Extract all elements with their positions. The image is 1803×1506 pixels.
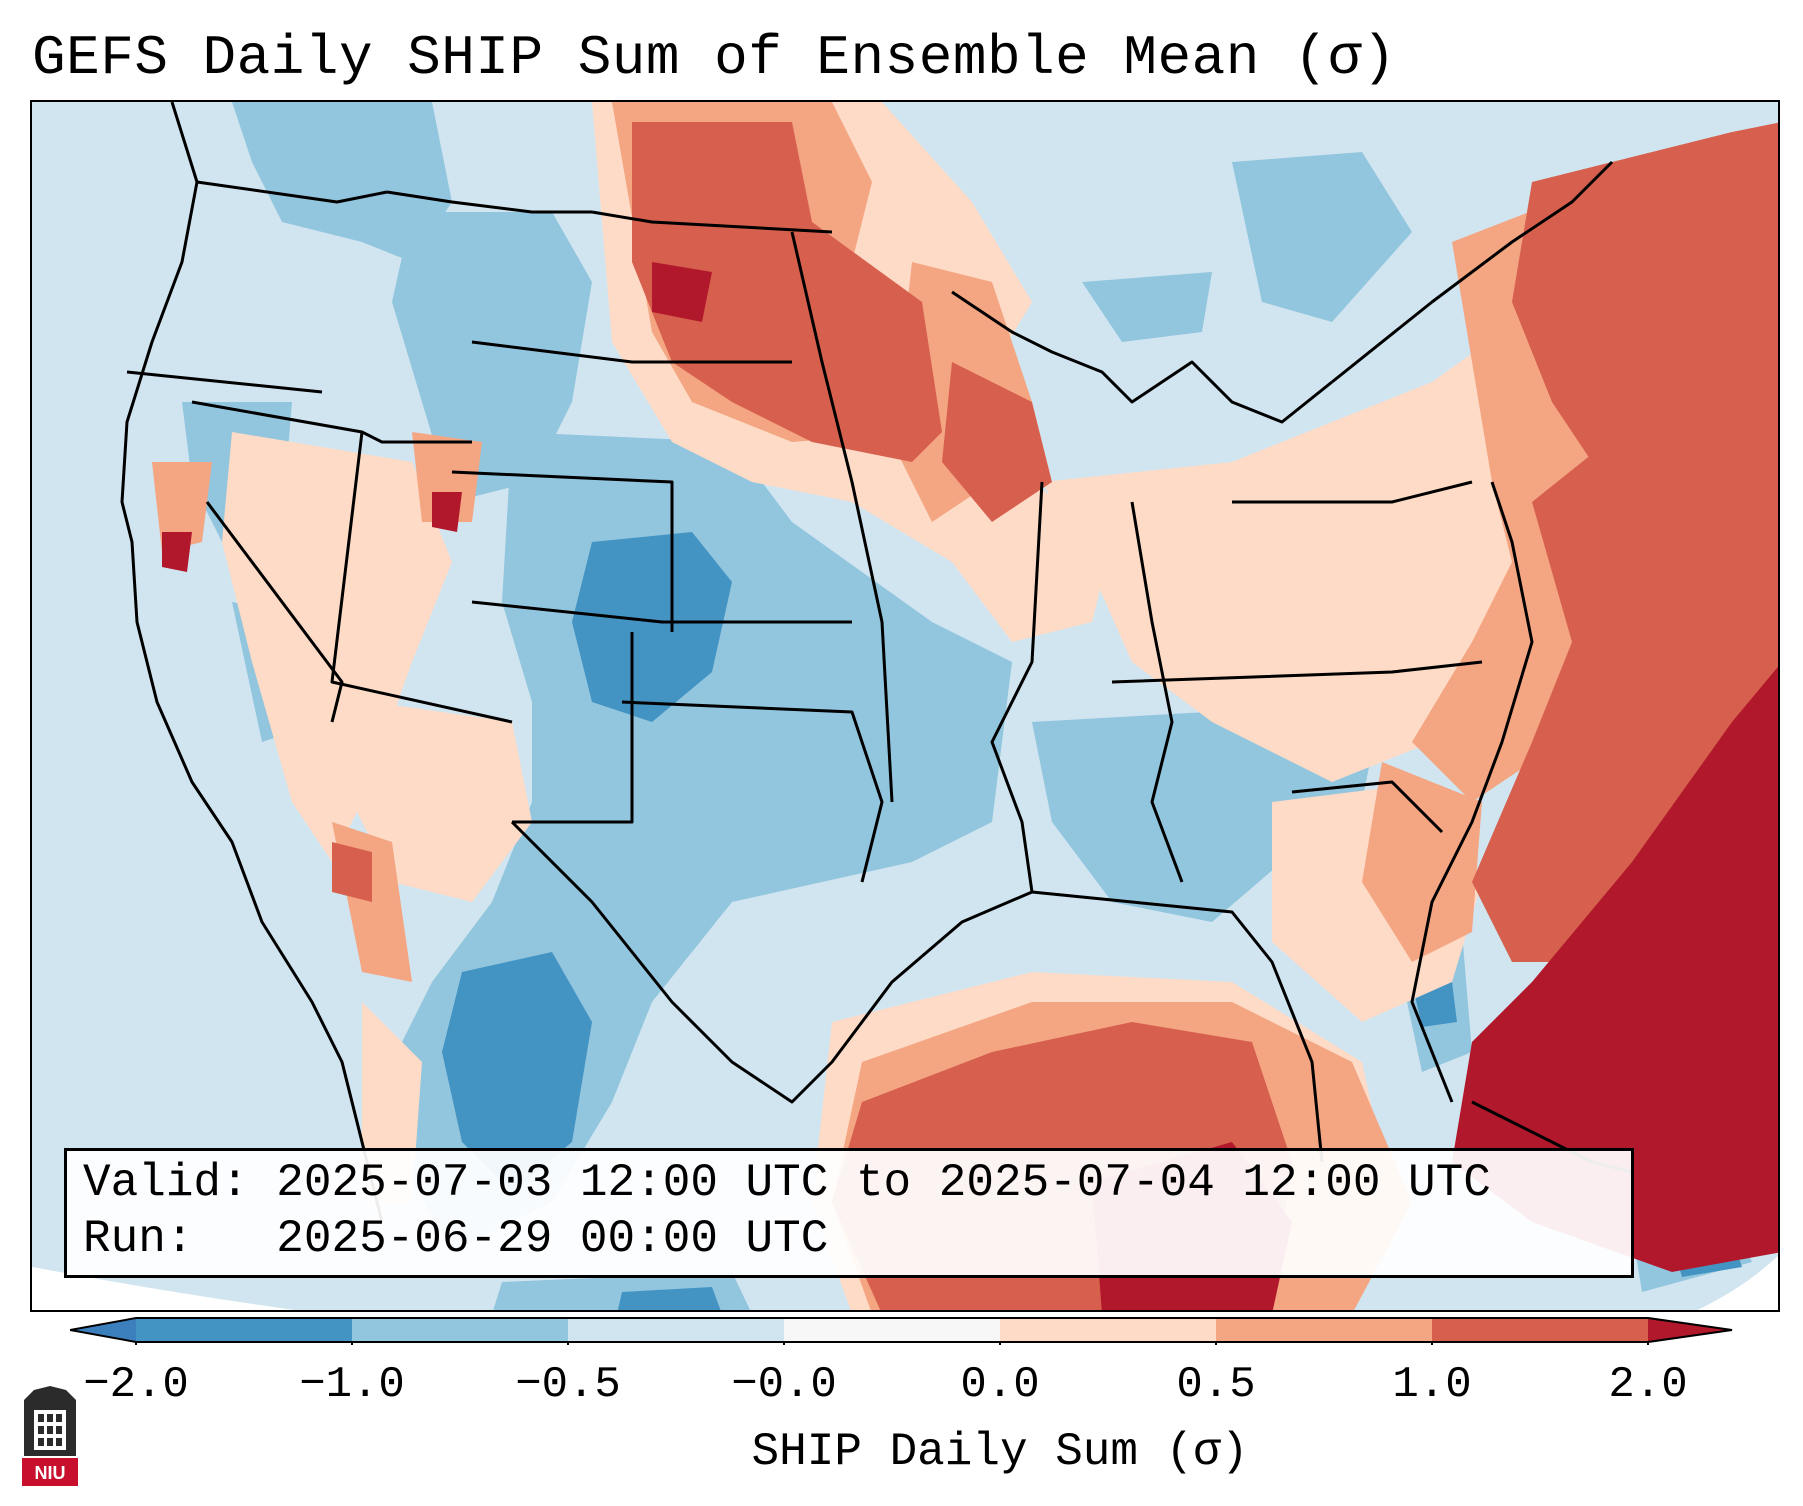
colorbar bbox=[69, 1315, 1735, 1351]
valid-run-info-box: Valid: 2025-07-03 12:00 UTC to 2025-07-0… bbox=[64, 1148, 1634, 1278]
colorbar-extend-low bbox=[70, 1318, 136, 1342]
colorbar-label: SHIP Daily Sum (σ) bbox=[751, 1426, 1249, 1478]
valid-line: Valid: 2025-07-03 12:00 UTC to 2025-07-0… bbox=[83, 1155, 1631, 1211]
mississippi-river bbox=[990, 481, 1044, 893]
colorbar-bin-0-0 bbox=[784, 1318, 1000, 1342]
wa-border bbox=[196, 180, 388, 204]
run-label: Run: bbox=[83, 1213, 194, 1265]
colorbar-extend-high bbox=[1648, 1318, 1732, 1342]
run-value: 2025-06-29 00:00 UTC bbox=[276, 1213, 829, 1265]
run-line: Run: 2025-06-29 00:00 UTC bbox=[83, 1211, 1631, 1267]
co-ks-border bbox=[471, 600, 852, 624]
colorbar-tick-label: 0.0 bbox=[960, 1360, 1040, 1410]
valid-value: 2025-07-03 12:00 UTC to 2025-07-04 12:00… bbox=[276, 1157, 1491, 1209]
pa-ny-border bbox=[1232, 480, 1473, 504]
map-canvas bbox=[32, 102, 1778, 1310]
colorbar-tick-label: −2.0 bbox=[83, 1360, 189, 1410]
colorbar-bin-0-05 bbox=[1000, 1318, 1216, 1342]
colorbar-tick-label: −0.0 bbox=[731, 1360, 837, 1410]
niu-logo-text: NIU bbox=[35, 1463, 66, 1483]
colorbar-svg bbox=[69, 1317, 1733, 1351]
map-boundaries bbox=[120, 102, 1633, 1223]
colorbar-tick-label: 1.0 bbox=[1392, 1360, 1472, 1410]
ohio-valley-borders bbox=[1130, 501, 1184, 883]
or-ca-border bbox=[126, 370, 323, 394]
colorbar-bin-neg05-0 bbox=[568, 1318, 784, 1342]
ok-border bbox=[621, 700, 884, 883]
colorbar-bin-05-1 bbox=[1216, 1318, 1432, 1342]
atlantic-coastline bbox=[1410, 481, 1534, 1103]
map-panel bbox=[30, 100, 1780, 1312]
great-lakes bbox=[951, 290, 1333, 424]
domain-edge bbox=[32, 1255, 1778, 1310]
plains-borders bbox=[790, 231, 894, 803]
tn-ky-border bbox=[1111, 660, 1483, 684]
colorbar-tick-label: 0.5 bbox=[1176, 1360, 1256, 1410]
niu-logo: NIU bbox=[22, 1386, 78, 1486]
colorbar-tick-label: −0.5 bbox=[515, 1360, 621, 1410]
nv-border bbox=[191, 400, 472, 444]
ca-nv-border bbox=[205, 501, 344, 723]
wy-co-border bbox=[451, 470, 674, 632]
colorbar-bin-neg2-neg1 bbox=[136, 1318, 352, 1342]
colorbar-bin-neg1-neg05 bbox=[352, 1318, 568, 1342]
valid-label: Valid: bbox=[83, 1157, 249, 1209]
carolina-border bbox=[1291, 780, 1444, 834]
figure-title: GEFS Daily SHIP Sum of Ensemble Mean (σ) bbox=[32, 26, 1397, 90]
gulf-coastline bbox=[510, 820, 1324, 1163]
canada-border-mid bbox=[591, 210, 833, 234]
colorbar-bin-1-2 bbox=[1432, 1318, 1648, 1342]
canada-border-west bbox=[386, 190, 592, 214]
ut-border bbox=[330, 431, 513, 724]
map-field bbox=[32, 102, 1778, 1310]
northeast-coast-north bbox=[1331, 160, 1614, 384]
wy-mt-border bbox=[471, 340, 792, 364]
colorbar-tick-label: 2.0 bbox=[1608, 1360, 1688, 1410]
nm-border bbox=[512, 632, 634, 824]
pacific-coastline bbox=[120, 102, 384, 1223]
colorbar-tick-label: −1.0 bbox=[299, 1360, 405, 1410]
